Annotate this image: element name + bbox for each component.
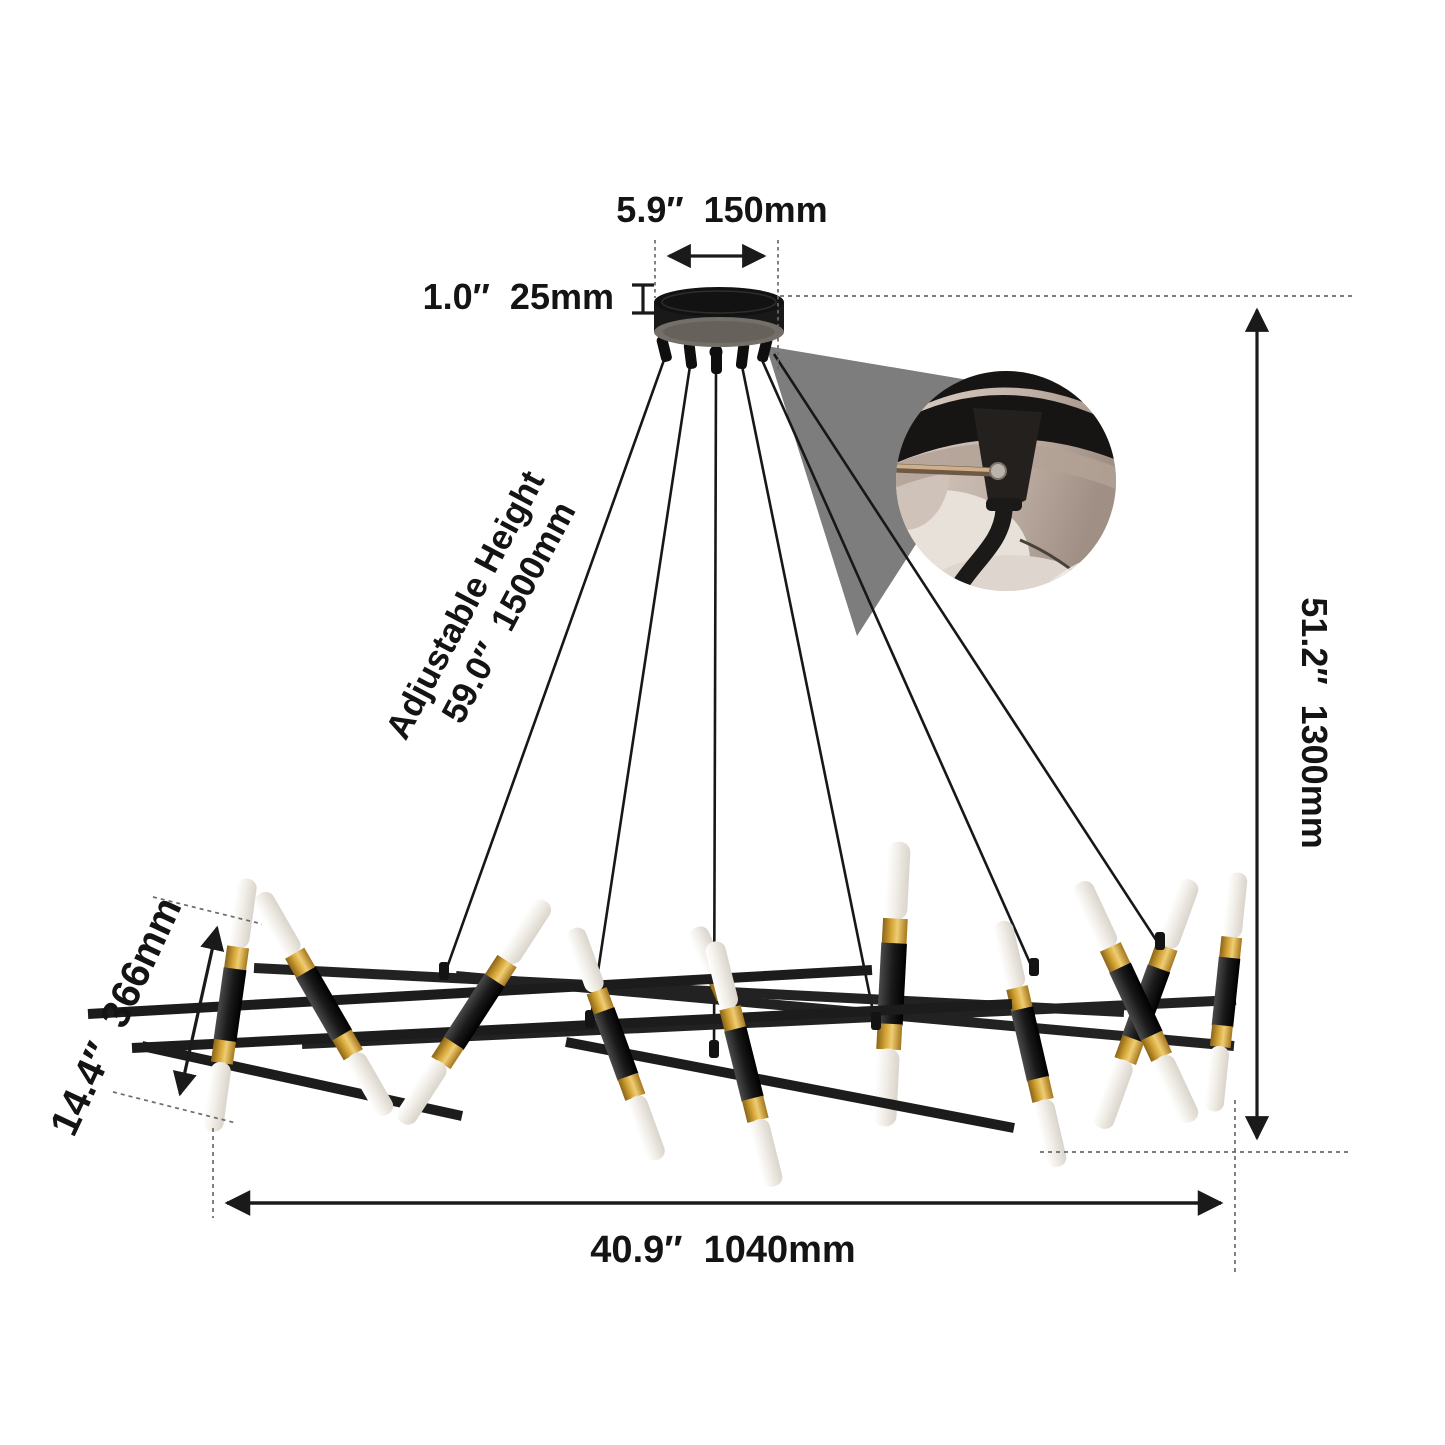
- dimension-arrow-line: [172, 925, 225, 1097]
- wire: [772, 353, 1162, 947]
- canopy-wire-connectors: [656, 335, 773, 374]
- wire: [760, 359, 1036, 973]
- wire: [588, 365, 692, 1025]
- canopy-height-label: 1.0″ 25mm: [423, 276, 614, 317]
- photo-wire-detail: [1019, 538, 1114, 591]
- dim-overall-height: 51.2″ 1300mm: [1040, 307, 1352, 1153]
- height-tick-ibeam: [632, 283, 654, 315]
- wire-connectors: [439, 932, 1165, 1058]
- suspension-wires: [442, 353, 1162, 1055]
- frame-bar: [565, 1037, 1015, 1133]
- dim-canopy-height: 1.0″ 25mm: [423, 276, 654, 317]
- overall-height-label: 51.2″ 1300mm: [1294, 597, 1335, 848]
- reflective-band: [896, 443, 1116, 500]
- zoom-inset-photo: [896, 371, 1116, 591]
- wire: [740, 365, 878, 1027]
- wire: [442, 359, 666, 977]
- dim-canopy-width: 5.9″ 150mm: [616, 189, 828, 372]
- frame-bar: [131, 999, 1013, 1053]
- set-screw: [989, 462, 1007, 480]
- extension-line: [152, 896, 263, 925]
- extension-line: [112, 1091, 237, 1124]
- fabric-fold: [896, 490, 1030, 591]
- wire: [712, 369, 718, 1055]
- overall-width-label: 40.9″ 1040mm: [590, 1229, 855, 1271]
- dim-overall-width: 40.9″ 1040mm: [212, 1100, 1236, 1272]
- canopy-width-label: 5.9″ 150mm: [616, 189, 827, 230]
- ceiling-canopy: [654, 287, 784, 374]
- cord-grip: [973, 408, 1042, 506]
